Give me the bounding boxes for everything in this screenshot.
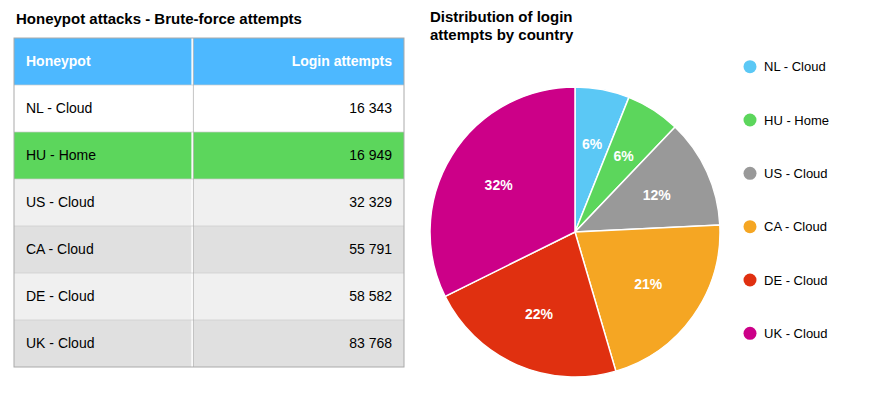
table-cell-text: 32 329: [349, 194, 392, 210]
data-label: 6%: [582, 136, 603, 152]
table-cell-text: DE - Cloud: [26, 288, 94, 304]
table-header: Honeypot: [26, 53, 91, 69]
table-cell: [193, 132, 404, 179]
legend-swatch: [744, 274, 757, 287]
table: Honeypot attacks - Brute-force attempts H…: [14, 10, 404, 367]
legend-label: CA - Cloud: [764, 219, 827, 234]
legend-swatch: [744, 327, 757, 340]
legend-swatch: [744, 60, 757, 73]
table-cell-text: NL - Cloud: [26, 100, 92, 116]
table-cell: [193, 226, 404, 273]
table-cell-text: 55 791: [349, 241, 392, 257]
table-cell: [14, 226, 191, 273]
legend-swatch: [744, 220, 757, 233]
column-divider: [193, 38, 194, 367]
legend: NL - Cloud HU - Home US - Cloud CA - Cloud D…: [744, 59, 830, 341]
row-divider: [14, 273, 404, 274]
data-label: 12%: [643, 187, 672, 203]
data-label: 32%: [485, 177, 514, 193]
table-header: Login attempts: [292, 53, 393, 69]
table-cell: [193, 179, 404, 226]
table-header-cell: [193, 38, 404, 85]
row-divider: [14, 132, 404, 133]
data-labels: 6% 6% 12% 21% 22% 32%: [485, 136, 672, 323]
row-divider: [14, 226, 404, 227]
legend-swatch: [744, 167, 757, 180]
row-divider: [14, 320, 404, 321]
data-label: 21%: [634, 276, 663, 292]
table-cell-text: 58 582: [349, 288, 392, 304]
chart-title: Distribution of loginattempts by country: [430, 8, 574, 43]
legend-label: NL - Cloud: [764, 59, 826, 74]
table-cell-text: 83 768: [349, 335, 392, 351]
table-cell: [14, 179, 191, 226]
pie-slice: [575, 127, 720, 232]
legend-label: DE - Cloud: [764, 273, 828, 288]
data-label: 6%: [613, 148, 634, 164]
slices: [430, 87, 720, 377]
table-cell-text: 16 949: [349, 147, 392, 163]
pie-chart: Distribution of loginattempts by country…: [430, 8, 829, 377]
row-divider: [14, 85, 404, 86]
row-divider: [14, 179, 404, 180]
table-border: [14, 38, 404, 367]
table-cell: [193, 85, 404, 132]
table-cell: [14, 320, 191, 367]
table-title: Honeypot attacks - Brute-force attempts: [16, 10, 302, 27]
table-cell: [14, 273, 191, 320]
table-cell: [193, 320, 404, 367]
table-cell-text: HU - Home: [26, 147, 96, 163]
data-label: 22%: [525, 306, 554, 322]
table-cell: [14, 85, 191, 132]
table-cell: [14, 132, 191, 179]
legend-label: UK - Cloud: [764, 326, 828, 341]
table-cell-text: US - Cloud: [26, 194, 94, 210]
table-cell: [193, 273, 404, 320]
table-cell-text: 16 343: [349, 100, 392, 116]
table-cell-text: CA - Cloud: [26, 241, 94, 257]
legend-label: US - Cloud: [764, 166, 828, 181]
legend-label: HU - Home: [764, 113, 829, 128]
table-header-cell: [14, 38, 191, 85]
table-cell-text: UK - Cloud: [26, 335, 94, 351]
figure: Honeypot attacks - Brute-force attempts H…: [0, 0, 880, 394]
pie-slice: [430, 87, 575, 296]
legend-swatch: [744, 114, 757, 127]
